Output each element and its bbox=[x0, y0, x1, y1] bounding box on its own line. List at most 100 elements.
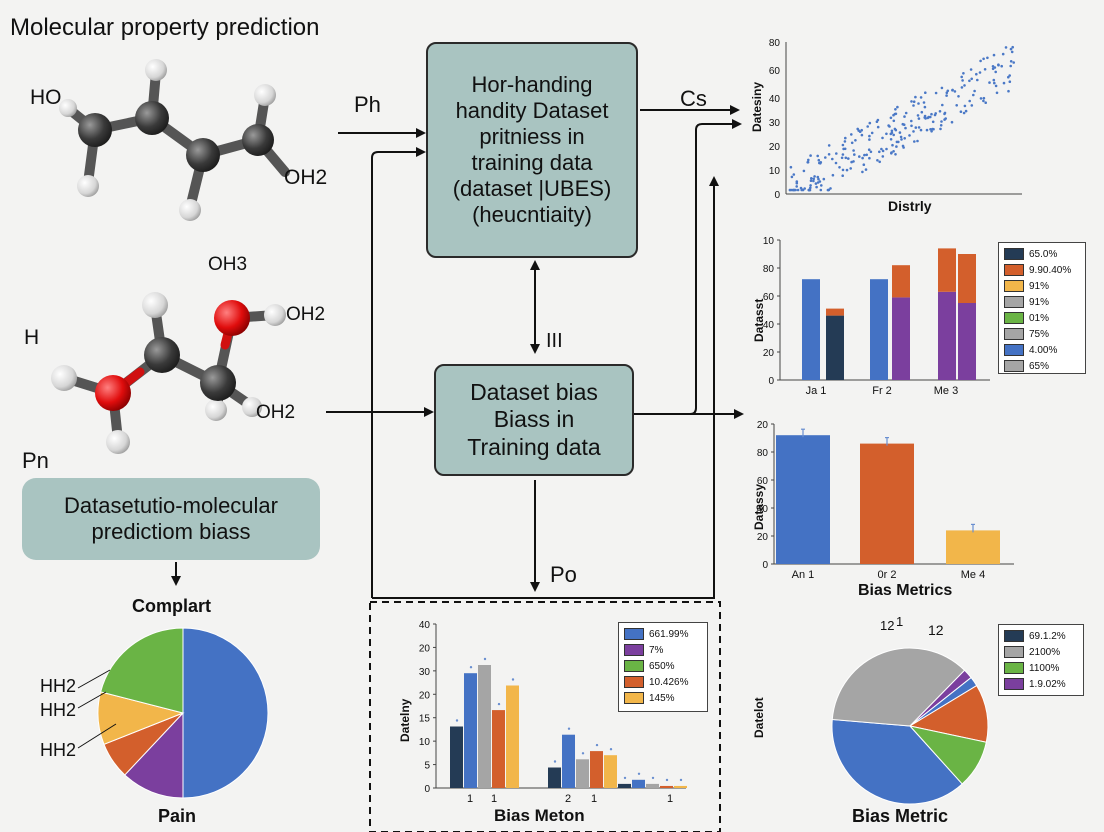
scatter-point bbox=[896, 105, 899, 109]
scatter-point bbox=[941, 103, 944, 107]
scatter-point bbox=[922, 101, 926, 104]
scatter-point bbox=[1002, 81, 1006, 85]
scatter-point bbox=[817, 158, 821, 162]
grouped-bar bbox=[674, 785, 687, 788]
stacked-bar bbox=[802, 279, 820, 380]
scatter-point bbox=[975, 72, 978, 76]
scatter-point bbox=[902, 123, 906, 126]
scatter-point bbox=[841, 168, 845, 172]
scatter-point bbox=[887, 124, 890, 127]
scatter-point bbox=[895, 140, 899, 144]
scatter-point bbox=[861, 170, 864, 174]
scatter-point bbox=[986, 56, 989, 60]
scatter-point bbox=[992, 78, 996, 82]
scatter-point bbox=[824, 156, 827, 159]
scatter-point bbox=[973, 89, 976, 93]
top-box-line-3: pritniess in bbox=[479, 124, 585, 150]
scatter-point bbox=[801, 188, 805, 192]
legend-swatch bbox=[1004, 248, 1024, 260]
scatter-point bbox=[865, 153, 868, 157]
scatter-point bbox=[913, 140, 916, 143]
grouped-bar-marker bbox=[469, 666, 473, 669]
scatter-point bbox=[843, 147, 847, 151]
legend-swatch bbox=[1004, 678, 1024, 690]
scatter-point bbox=[894, 108, 897, 111]
scatter-point bbox=[829, 187, 832, 190]
scatter-point bbox=[925, 128, 929, 132]
scatter-point bbox=[827, 153, 831, 156]
scatter-point bbox=[878, 160, 881, 164]
grouped-legend: 661.99% 7% 650% 10.426% 145% bbox=[618, 622, 708, 712]
scatter-point bbox=[1009, 47, 1013, 51]
scatter-point bbox=[822, 177, 826, 181]
legend-item: 1100% bbox=[1004, 660, 1078, 676]
pie-slice bbox=[908, 725, 987, 785]
grouped-tick-label: 20 bbox=[419, 690, 431, 701]
scatter-point bbox=[997, 63, 1000, 66]
left-box-line-2: predictiom biass bbox=[91, 519, 251, 544]
scatter-point bbox=[1009, 60, 1013, 63]
scatter-point bbox=[876, 125, 880, 129]
grouped-bar bbox=[562, 734, 575, 788]
scatter-point bbox=[930, 130, 933, 133]
right-pie-ylabel: Datelot bbox=[752, 697, 766, 738]
legend-item: 7% bbox=[624, 642, 702, 658]
left-pie-leader-lines bbox=[77, 669, 117, 749]
legend-swatch bbox=[1004, 264, 1024, 276]
scatter-point bbox=[955, 104, 958, 107]
legend-swatch bbox=[1004, 280, 1024, 292]
scatter-point bbox=[960, 75, 963, 79]
mol2-label-h: H bbox=[24, 326, 40, 349]
grouped-bar-marker bbox=[609, 748, 613, 751]
scatter-point bbox=[809, 154, 812, 157]
left-pie-title: Complart bbox=[132, 596, 212, 616]
scatter-point bbox=[892, 133, 895, 137]
scatter-point bbox=[910, 119, 913, 123]
stacked-tick-label: 80 bbox=[763, 264, 775, 275]
scatter-point bbox=[993, 66, 997, 69]
page-title: Molecular property prediction bbox=[10, 14, 320, 41]
scatter-point bbox=[969, 68, 973, 71]
grouped-tick-label: 40 bbox=[419, 620, 431, 631]
grouped-bar bbox=[576, 759, 589, 788]
scatter-point bbox=[984, 101, 987, 104]
scatter-point bbox=[868, 121, 872, 125]
scatter-point bbox=[790, 175, 794, 179]
scatter-point bbox=[807, 188, 811, 192]
errbars-tick-label: 20 bbox=[757, 420, 769, 431]
grouped-tick-label: 0 bbox=[424, 784, 430, 795]
scatter-point bbox=[841, 143, 845, 147]
scatter-point bbox=[940, 86, 944, 90]
scatter-point bbox=[919, 128, 923, 132]
scatter-tick-label: 80 bbox=[769, 38, 781, 49]
scatter-point bbox=[812, 179, 815, 183]
scatter-point bbox=[875, 120, 879, 123]
pie-slice bbox=[182, 627, 269, 799]
grouped-bar bbox=[450, 726, 463, 788]
scatter-point bbox=[850, 133, 853, 136]
left-pie-chart bbox=[97, 627, 269, 799]
grouped-tick-label: 15 bbox=[419, 714, 431, 725]
scatter-tick-label: 60 bbox=[769, 66, 781, 77]
label-iii: III bbox=[546, 330, 563, 352]
grouped-bar bbox=[492, 710, 505, 788]
grouped-tick-label: 30 bbox=[419, 667, 431, 678]
legend-item: 650% bbox=[624, 658, 702, 674]
scatter-point bbox=[1009, 64, 1012, 68]
mid-box-line-1: Dataset bias bbox=[470, 379, 598, 406]
scatter-point bbox=[979, 59, 982, 63]
scatter-point bbox=[945, 91, 949, 94]
scatter-point bbox=[1001, 52, 1005, 56]
scatter-tick-label: 10 bbox=[769, 166, 781, 177]
scatter-point bbox=[970, 104, 974, 107]
stacked-bar bbox=[892, 297, 910, 380]
scatter-point bbox=[792, 173, 796, 176]
mol2-label-oh2-bottom: OH2 bbox=[256, 402, 296, 423]
errbars-tick-label: 40 bbox=[757, 504, 769, 515]
grouped-bar-marker bbox=[483, 657, 487, 661]
scatter-point bbox=[845, 168, 849, 172]
scatter-point bbox=[979, 97, 983, 100]
scatter-point bbox=[939, 127, 942, 131]
stacked-tick-label: 20 bbox=[763, 348, 775, 359]
scatter-point bbox=[881, 136, 884, 140]
